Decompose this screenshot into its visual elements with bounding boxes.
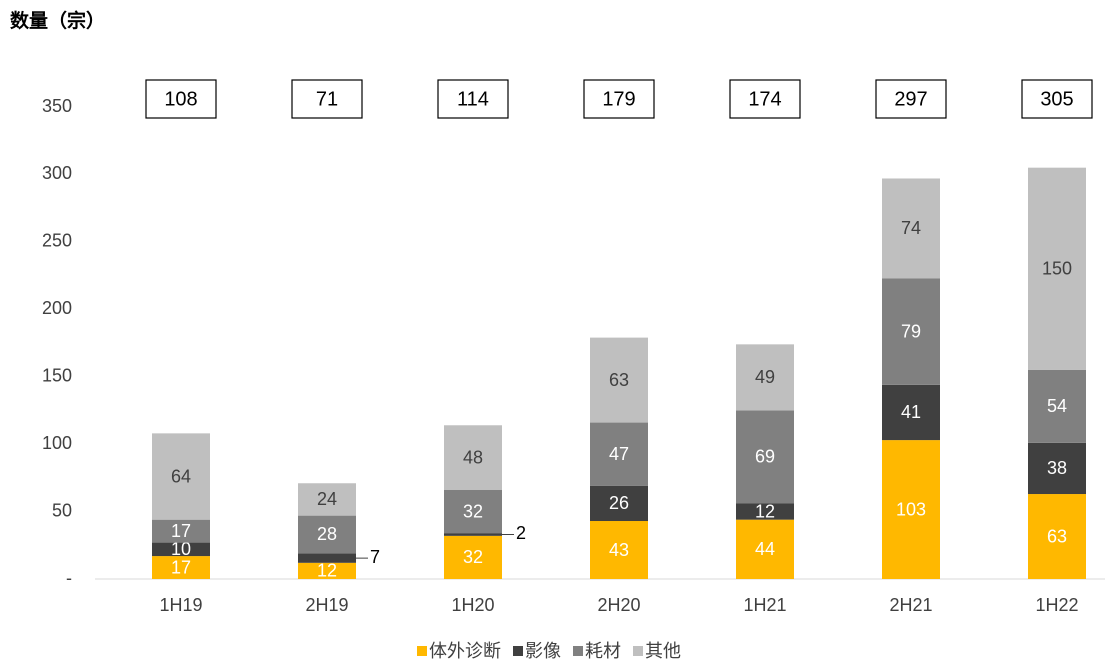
y-tick-label: 300 bbox=[42, 163, 72, 183]
data-label: 7 bbox=[370, 547, 380, 567]
total-label: 297 bbox=[894, 88, 927, 110]
data-label: 74 bbox=[901, 218, 921, 238]
total-box bbox=[729, 79, 801, 119]
bar-segment bbox=[590, 337, 648, 423]
bar-segment bbox=[1028, 167, 1086, 370]
data-label: 10 bbox=[171, 539, 191, 559]
data-label: 44 bbox=[755, 539, 775, 559]
data-label: 28 bbox=[317, 524, 337, 544]
y-tick-label: 100 bbox=[42, 433, 72, 453]
data-label: 32 bbox=[463, 547, 483, 567]
total-box bbox=[875, 79, 947, 119]
legend-swatch bbox=[513, 646, 523, 656]
data-label: 63 bbox=[609, 370, 629, 390]
bar-segment bbox=[736, 503, 794, 520]
bar-segment bbox=[444, 535, 502, 579]
data-label: 17 bbox=[171, 557, 191, 577]
bar-segment bbox=[736, 410, 794, 504]
data-label: 24 bbox=[317, 489, 337, 509]
bar-segment bbox=[1028, 442, 1086, 495]
data-label: 47 bbox=[609, 444, 629, 464]
y-tick-label: 250 bbox=[42, 231, 72, 251]
bar-segment bbox=[298, 515, 356, 554]
data-label: 17 bbox=[171, 521, 191, 541]
legend-label: 其他 bbox=[645, 641, 681, 661]
bar-segment bbox=[590, 422, 648, 486]
total-box bbox=[291, 79, 363, 119]
data-label: 79 bbox=[901, 321, 921, 341]
bar-segment bbox=[152, 433, 210, 520]
y-tick-label: 150 bbox=[42, 365, 72, 385]
bar-segment bbox=[444, 489, 502, 534]
total-label: 114 bbox=[457, 88, 489, 110]
data-label: 49 bbox=[755, 367, 775, 387]
y-tick-label: 350 bbox=[42, 96, 72, 116]
bar-segment bbox=[298, 483, 356, 516]
bar-segment bbox=[152, 519, 210, 543]
data-label: 38 bbox=[1047, 458, 1067, 478]
data-label: 64 bbox=[171, 466, 191, 486]
total-box bbox=[145, 79, 217, 119]
legend-swatch bbox=[417, 646, 427, 656]
total-label: 179 bbox=[602, 88, 635, 110]
y-tick-label: 50 bbox=[52, 500, 72, 520]
data-label: 63 bbox=[1047, 526, 1067, 546]
bar-segment bbox=[882, 384, 940, 441]
data-label: 103 bbox=[896, 499, 926, 519]
total-label: 305 bbox=[1040, 88, 1073, 110]
legend-swatch bbox=[573, 646, 583, 656]
data-label: 12 bbox=[317, 561, 337, 581]
data-label: 54 bbox=[1047, 396, 1067, 416]
y-tick-label: 200 bbox=[42, 298, 72, 318]
bar-segment bbox=[736, 519, 794, 579]
bar-segment bbox=[152, 542, 210, 557]
bar-segment bbox=[590, 485, 648, 522]
bar-segment bbox=[298, 553, 356, 563]
data-label: 48 bbox=[463, 447, 483, 467]
total-label: 174 bbox=[748, 88, 781, 110]
x-tick-label: 2H19 bbox=[305, 595, 348, 615]
legend-label: 体外诊断 bbox=[429, 641, 501, 661]
x-tick-label: 1H19 bbox=[159, 595, 202, 615]
chart-title: 数量（宗） bbox=[10, 9, 105, 32]
bar-segment bbox=[882, 178, 940, 279]
data-label: 32 bbox=[463, 501, 483, 521]
bar-segment bbox=[590, 521, 648, 579]
x-tick-label: 2H20 bbox=[597, 595, 640, 615]
x-tick-label: 1H22 bbox=[1035, 595, 1078, 615]
total-label: 71 bbox=[316, 88, 338, 110]
data-label: 41 bbox=[901, 402, 921, 422]
total-box bbox=[1021, 79, 1093, 119]
data-label: 2 bbox=[516, 523, 526, 543]
legend-label: 影像 bbox=[525, 641, 561, 661]
data-label: 69 bbox=[755, 447, 775, 467]
data-label: 150 bbox=[1042, 259, 1072, 279]
total-box bbox=[583, 79, 655, 119]
bar-segment bbox=[882, 440, 940, 579]
bar-segment bbox=[882, 278, 940, 385]
total-box bbox=[437, 79, 509, 119]
x-tick-label: 1H20 bbox=[451, 595, 494, 615]
bar-segment bbox=[298, 562, 356, 579]
legend-swatch bbox=[633, 646, 643, 656]
total-label: 108 bbox=[164, 88, 197, 110]
bar-segment bbox=[444, 533, 502, 536]
data-label: 43 bbox=[609, 540, 629, 560]
x-tick-label: 1H21 bbox=[743, 595, 786, 615]
data-label: 12 bbox=[755, 501, 775, 521]
bar-segment bbox=[152, 556, 210, 579]
bar-segment bbox=[1028, 494, 1086, 579]
data-label: 26 bbox=[609, 493, 629, 513]
legend-label: 耗材 bbox=[585, 641, 621, 661]
bar-segment bbox=[444, 425, 502, 490]
bar-segment bbox=[1028, 369, 1086, 443]
y-tick-label: - bbox=[66, 568, 72, 588]
bar-segment bbox=[736, 344, 794, 411]
x-tick-label: 2H21 bbox=[889, 595, 932, 615]
